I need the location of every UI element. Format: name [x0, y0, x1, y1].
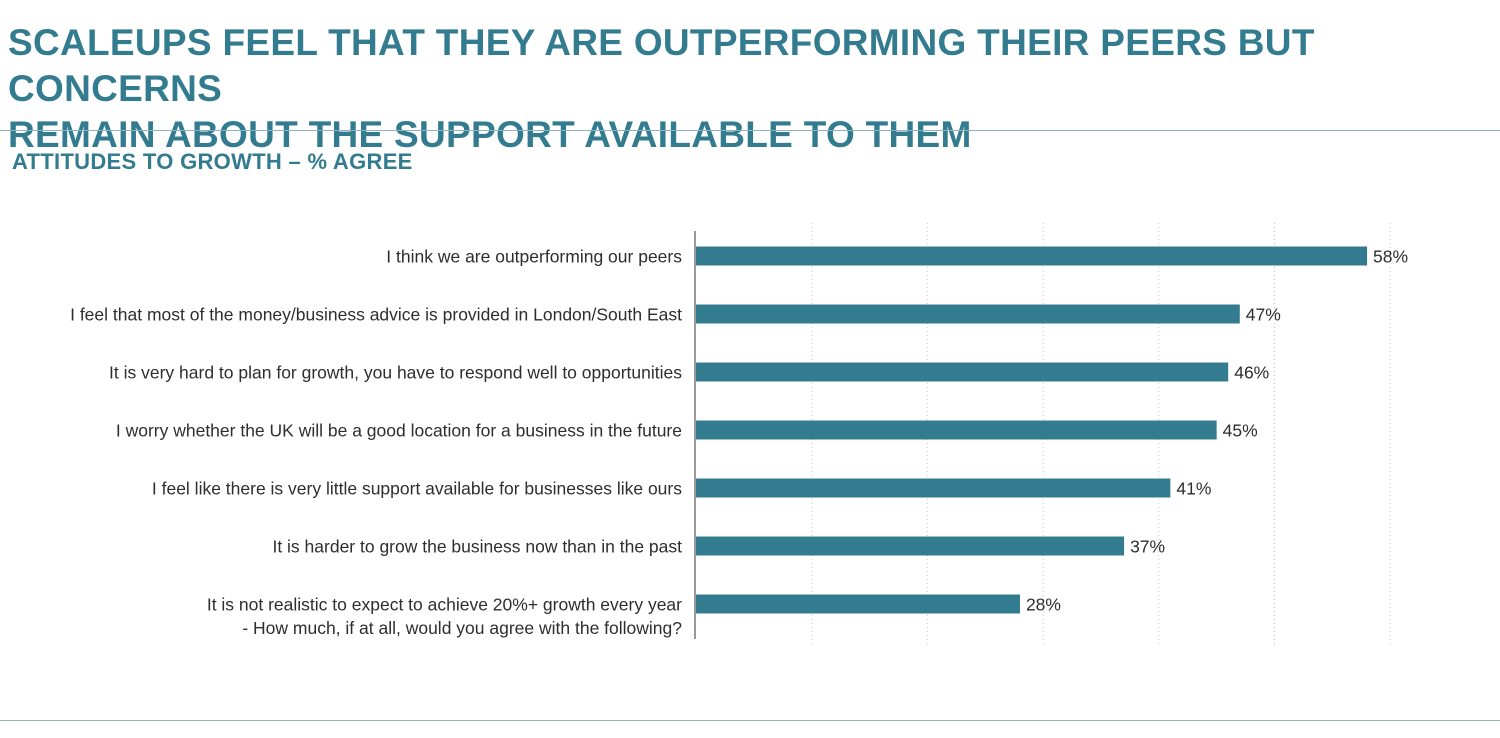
data-label: 45%: [1223, 421, 1258, 441]
title-line-2: REMAIN ABOUT THE SUPPORT AVAILABLE TO TH…: [8, 114, 972, 155]
category-label: I worry whether the UK will be a good lo…: [116, 421, 682, 441]
bar: [696, 304, 1240, 324]
category-label: I feel like there is very little support…: [152, 479, 682, 499]
data-label: 47%: [1246, 305, 1281, 325]
bar: [696, 594, 1020, 614]
bar: [696, 362, 1229, 382]
category-label: It is very hard to plan for growth, you …: [109, 363, 682, 383]
bar: [696, 420, 1217, 440]
bottom-divider: [0, 720, 1500, 721]
data-label: 37%: [1130, 537, 1165, 557]
data-label: 46%: [1234, 363, 1269, 383]
category-label: I think we are outperforming our peers: [386, 247, 682, 267]
data-label: 28%: [1026, 595, 1061, 615]
page-title: SCALEUPS FEEL THAT THEY ARE OUTPERFORMIN…: [8, 20, 1500, 158]
top-divider: [0, 130, 1500, 131]
data-label: 58%: [1373, 247, 1408, 267]
bar: [696, 536, 1125, 556]
title-line-1: SCALEUPS FEEL THAT THEY ARE OUTPERFORMIN…: [8, 22, 1315, 109]
chart-title: ATTITUDES TO GROWTH – % AGREE: [12, 149, 413, 174]
bar-chart: 58% I think we are outperforming our peer…: [70, 223, 1408, 647]
bars: [696, 246, 1368, 614]
category-label: It is not realistic to expect to achieve…: [207, 595, 682, 615]
bar: [696, 478, 1171, 498]
data-label: 41%: [1176, 479, 1211, 499]
category-label: I feel that most of the money/business a…: [70, 305, 682, 325]
bar: [696, 246, 1368, 266]
labels: 58% I think we are outperforming our peer…: [70, 247, 1408, 639]
question-note: - How much, if at all, would you agree w…: [242, 618, 682, 638]
category-label: It is harder to grow the business now th…: [272, 537, 682, 557]
